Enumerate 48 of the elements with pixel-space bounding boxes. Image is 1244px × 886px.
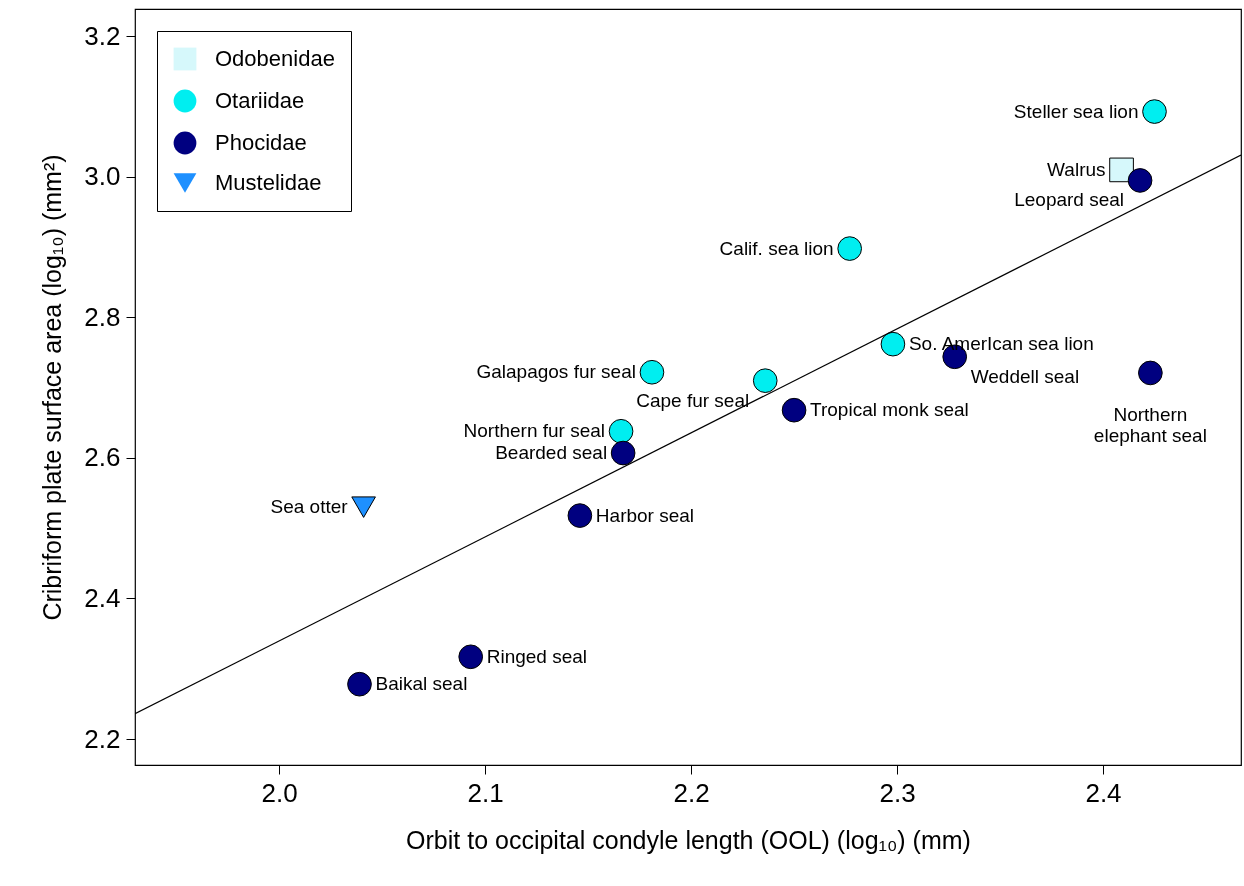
x-tick-label: 2.3 [879,777,916,808]
annotation: Sea otter [270,496,349,518]
annotation: Galapagos fur seal [476,361,636,383]
annotation: Calif. sea lion [719,237,834,259]
y-tick-label: 2.2 [84,723,121,754]
annotation: Harbor seal [595,504,695,526]
annotation: Cape fur seal [636,389,750,411]
y-tick-label: 3.0 [84,161,121,192]
point [1138,360,1163,386]
point [351,496,376,518]
point [1142,99,1167,124]
annotation: Northern elephant seal [1093,403,1207,446]
annotation: Steller sea lion [1013,100,1139,122]
point [781,397,807,423]
annotation: Tropical monk seal [810,399,969,421]
x-tick-label: 2.2 [673,777,710,808]
x-tick-label: 2.0 [261,777,298,808]
point [880,331,906,357]
y-tick-label: 3.2 [84,20,121,51]
annotation: Northern fur seal [463,420,606,442]
annotation: So. AmerIcan sea lion [908,333,1094,355]
point [1127,168,1153,193]
point [752,368,778,393]
annotation: Bearded seal [495,442,608,464]
y-tick-label: 2.8 [84,301,121,332]
annotation: Leopard seal [1014,189,1125,211]
legend-label: Mustelidae [215,170,322,195]
point [837,236,863,261]
legend-label: Odobenidae [215,46,335,71]
annotation: Weddell seal [970,365,1080,387]
y-tick-label: 2.4 [84,582,121,613]
point [639,359,665,385]
point [347,671,372,697]
y-tick-label: 2.6 [84,442,121,473]
point [567,503,593,528]
point [608,418,634,444]
x-axis-title: Orbit to occipital condyle length (OOL) (log₁₀) (mm) [406,825,971,854]
point [610,440,636,466]
point [458,644,484,670]
y-axis-title: Cribriform plate surface area (log₁₀) (mm²) [38,154,67,621]
legend-label: Phocidae [215,130,307,155]
legend-label: Otariidae [215,88,305,113]
annotation: Baikal seal [375,673,468,695]
annotation: Walrus [1047,158,1106,180]
x-tick-label: 2.4 [1085,777,1122,808]
annotation: Ringed seal [486,645,588,667]
x-tick-label: 2.1 [467,777,504,808]
point [1109,157,1134,183]
